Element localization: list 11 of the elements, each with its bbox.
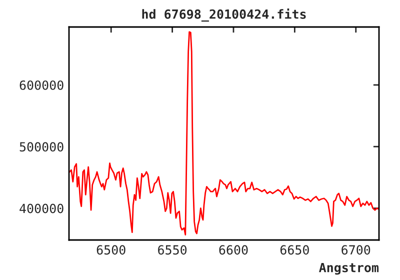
x-tick-label: 6700 <box>342 245 370 255</box>
x-tick-label: 6500 <box>96 245 126 255</box>
x-axis-title: Angstrom <box>319 262 379 275</box>
x-tick-label: 6600 <box>219 245 248 255</box>
line-series <box>69 31 379 236</box>
y-tick-label: 400000 <box>20 204 64 214</box>
y-tick-label: 500000 <box>20 142 64 152</box>
chart-title: hd 67698_20100424.fits <box>142 8 306 22</box>
y-tick-label: 600000 <box>20 80 64 90</box>
x-tick-label: 6650 <box>280 245 309 255</box>
x-tick-label: 6550 <box>158 245 187 255</box>
